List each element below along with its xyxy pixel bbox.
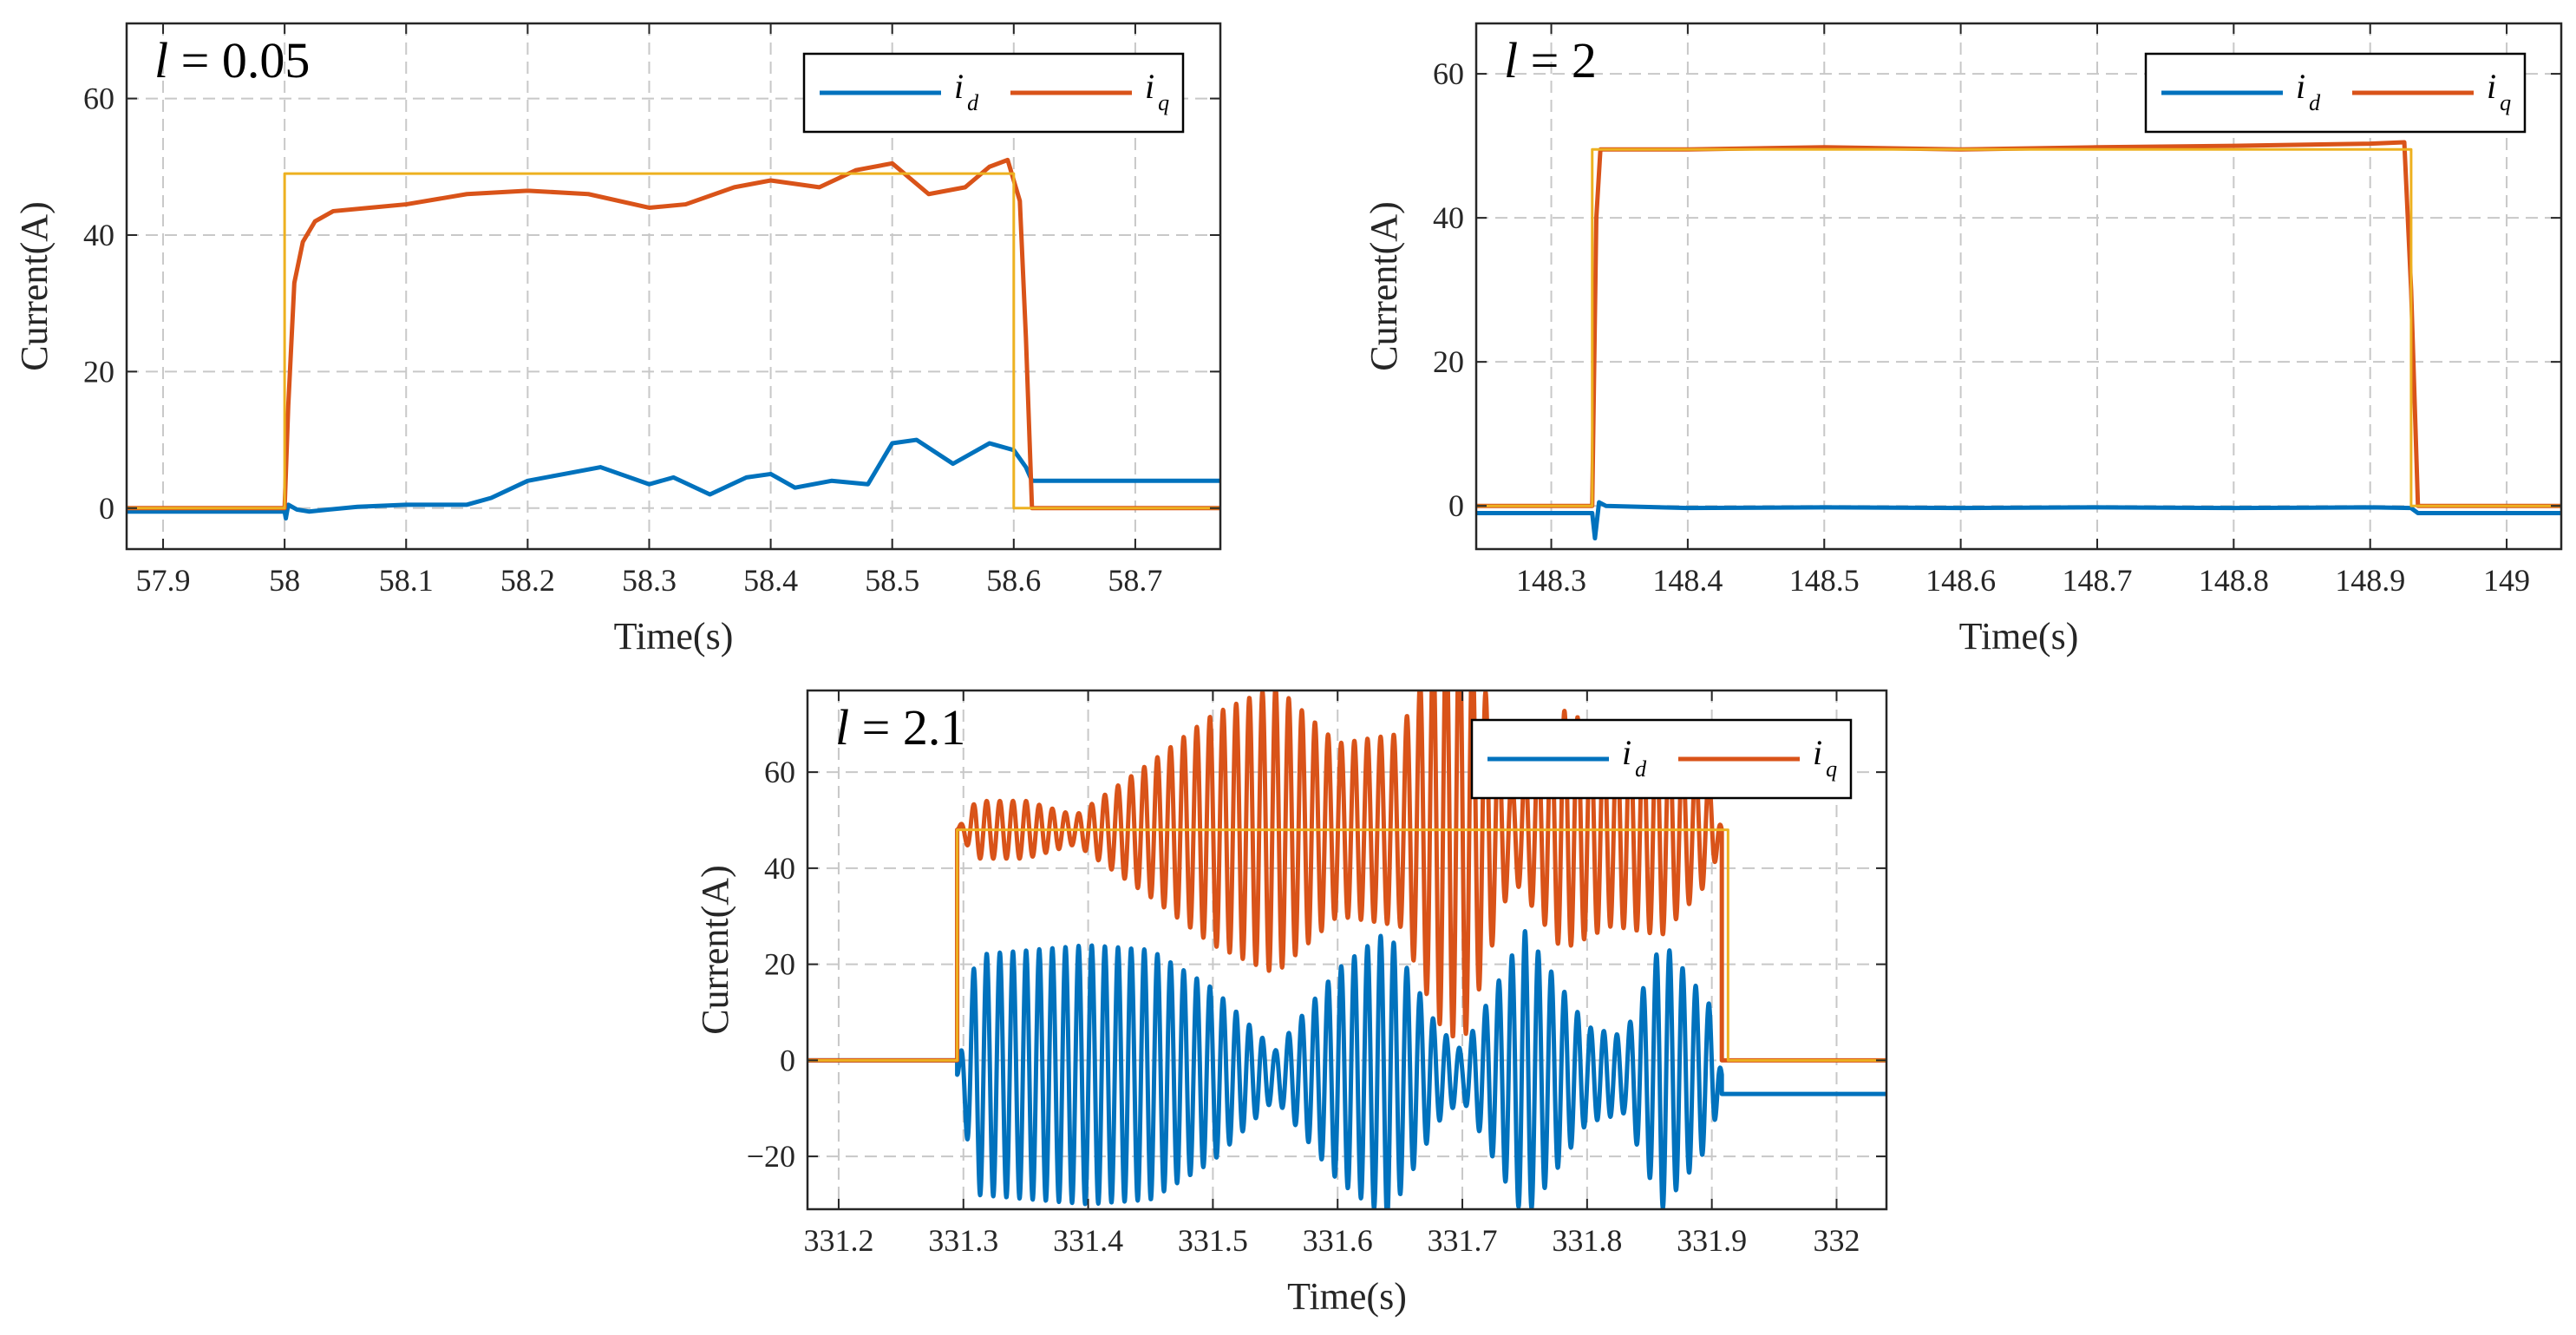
y-tick-label: 20 [1433, 344, 1464, 379]
y-axis-label: Current(A) [1363, 201, 1405, 371]
x-tick-label: 58.1 [379, 563, 434, 598]
x-tick-label: 148.8 [2199, 563, 2269, 598]
x-tick-label: 58.7 [1108, 563, 1162, 598]
parameter-annotation: l = 2.1 [835, 699, 965, 756]
y-tick-label: 20 [764, 947, 795, 982]
chart-panel-1: 57.9 58 58.1 58.2 58.3 58.4 58.5 58.6 58.7 0 20 40 6… [13, 22, 1222, 658]
plot-series [807, 690, 1886, 1209]
y-tick-label: 0 [1448, 488, 1464, 523]
x-tick-label: 331.8 [1552, 1223, 1622, 1258]
y-axis-label: Current(A) [13, 201, 56, 371]
series-line-ref [1476, 147, 2561, 507]
axes-frame [806, 689, 1888, 1211]
x-tick-label: 148.3 [1516, 563, 1586, 598]
x-tick-label: 148.4 [1652, 563, 1723, 598]
x-tick-label: 332 [1813, 1223, 1860, 1258]
x-tick-label: 58.3 [622, 563, 677, 598]
x-axis-label: Time(s) [1287, 1275, 1407, 1318]
x-tick-label: 57.9 [136, 563, 191, 598]
y-tick-label: −20 [747, 1139, 795, 1174]
y-tick-label: 0 [99, 491, 114, 526]
y-tick-label: 40 [83, 218, 114, 252]
y-axis-label: Current(A) [694, 865, 736, 1035]
series-line-id [1476, 500, 2561, 541]
x-tick-label: 148.9 [2335, 563, 2405, 598]
axes-frame [125, 22, 1222, 551]
y-tick-label: 60 [764, 755, 795, 789]
series-line-iq [127, 157, 1220, 511]
series-line-iq [807, 690, 1886, 1063]
x-tick-label: 148.6 [1925, 563, 1996, 598]
y-tick-label: 40 [764, 851, 795, 886]
y-tick-label: 0 [780, 1043, 795, 1077]
plot-series [1476, 140, 2561, 541]
y-tick-label: 40 [1433, 200, 1464, 235]
series-line-id [127, 437, 1220, 521]
y-tick-label: 20 [83, 354, 114, 389]
parameter-annotation: l = 2 [1504, 32, 1597, 88]
parameter-annotation: l = 0.05 [154, 32, 310, 88]
x-tick-label: 331.4 [1053, 1223, 1123, 1258]
chart-panel-3: 331.2 331.3 331.4 331.5 331.6 331.7 331.8 331.9… [694, 689, 1888, 1318]
series-line-id [807, 928, 1886, 1209]
x-tick-label: 58.5 [865, 563, 919, 598]
y-tick-label: 60 [83, 82, 114, 116]
x-tick-label: 149 [2483, 563, 2530, 598]
x-tick-label: 58.6 [986, 563, 1041, 598]
x-tick-label: 331.5 [1178, 1223, 1248, 1258]
x-tick-label: 331.6 [1303, 1223, 1373, 1258]
series-line-ref [807, 828, 1886, 1062]
x-tick-label: 148.5 [1789, 563, 1860, 598]
x-tick-label: 331.3 [928, 1223, 998, 1258]
x-tick-label: 148.7 [2062, 563, 2132, 598]
x-axis-label: Time(s) [1959, 615, 2079, 658]
y-tick-label: 60 [1433, 56, 1464, 91]
x-tick-label: 331.2 [803, 1223, 873, 1258]
axes-frame [1474, 22, 2563, 551]
chart-panel-2: 148.3 148.4 148.5 148.6 148.7 148.8 148.9 149 0 2… [1363, 22, 2563, 658]
plot-series [127, 157, 1220, 521]
series-line-ref [127, 172, 1220, 510]
x-tick-label: 58 [269, 563, 300, 598]
x-tick-label: 58.2 [500, 563, 555, 598]
x-tick-label: 331.7 [1428, 1223, 1498, 1258]
x-tick-label: 58.4 [743, 563, 798, 598]
x-tick-label: 331.9 [1677, 1223, 1747, 1258]
x-axis-label: Time(s) [614, 615, 734, 658]
